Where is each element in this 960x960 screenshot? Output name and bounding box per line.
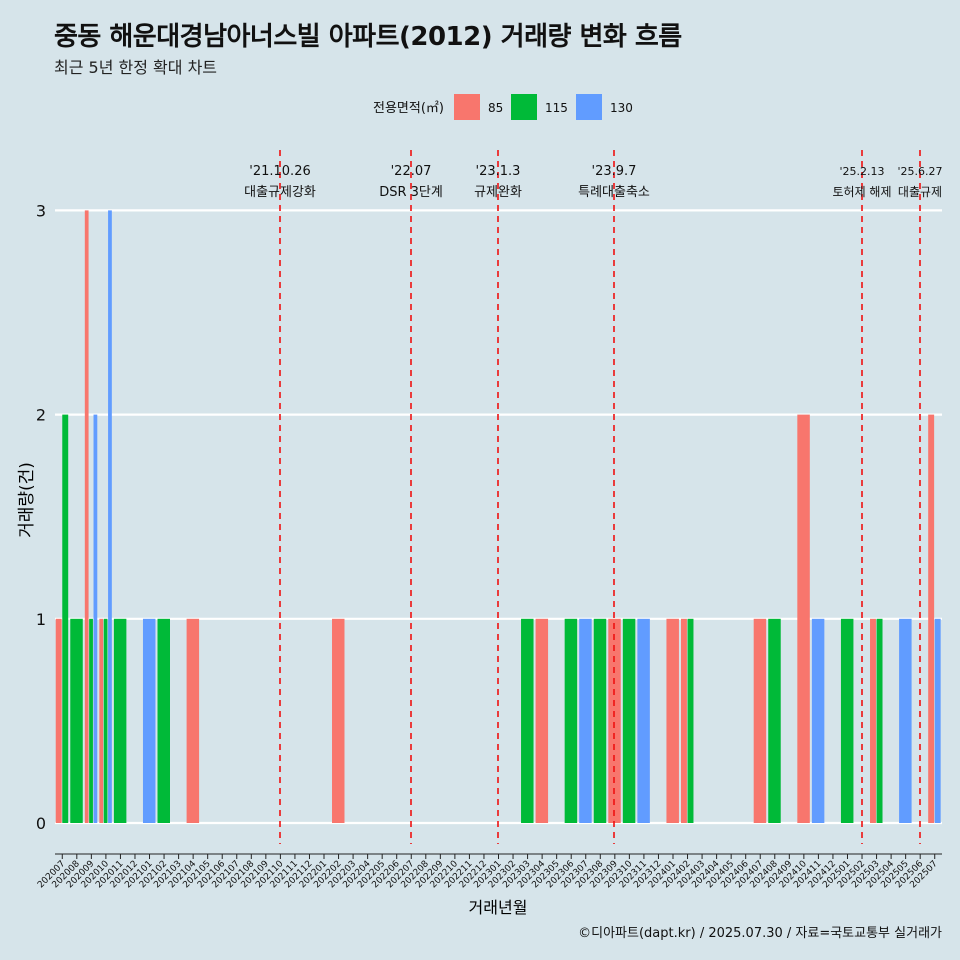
bar-115-202402 xyxy=(687,618,694,823)
bar-130-202009 xyxy=(93,414,98,823)
bar-130-202505 xyxy=(899,618,912,823)
source-caption: ©디아파트(dapt.kr) / 2025.07.30 / 자료=국토교통부 실… xyxy=(578,926,942,941)
chart-title: 중동 해운대경남아너스빌 아파트(2012) 거래량 변화 흐름 xyxy=(54,22,682,52)
bar-115-202308 xyxy=(593,618,607,823)
legend-label-130: 130 xyxy=(610,101,633,115)
bar-85-202007 xyxy=(55,618,62,823)
legend-label-115: 115 xyxy=(545,101,568,115)
y-axis-label: 거래량(건) xyxy=(17,462,37,538)
event-label: DSR 3단계 xyxy=(379,185,443,200)
y-tick-label: 1 xyxy=(36,610,46,629)
x-axis-label: 거래년월 xyxy=(469,898,528,917)
bar-115-202306 xyxy=(564,618,578,823)
bar-130-202010 xyxy=(108,210,112,823)
legend-key-85 xyxy=(454,94,480,120)
y-tick-label: 0 xyxy=(36,814,46,833)
bar-115-202503 xyxy=(876,618,883,823)
bars xyxy=(55,210,941,823)
event-markers: '21.10.26 대출규제강화 '22.07 DSR 3단계 '23.1.3 규제완화 '… xyxy=(244,150,943,844)
bar-115-202009 xyxy=(89,618,93,823)
legend: 전용면적(㎡) 85 115 130 xyxy=(373,94,633,120)
y-tick-label: 3 xyxy=(36,201,46,220)
bar-130-202311 xyxy=(637,618,650,823)
bar-115-202007 xyxy=(62,414,69,823)
bar-115-202408 xyxy=(768,618,781,823)
bar-115-202310 xyxy=(622,618,636,823)
chart-subtitle: 최근 5년 한정 확대 차트 xyxy=(54,58,218,77)
axes: 0123202007202008202009202010202011202012… xyxy=(36,201,942,890)
event-label: 대출규제 xyxy=(898,185,942,199)
bar-115-202303 xyxy=(521,618,534,823)
bar-85-202410 xyxy=(797,414,810,823)
event-date-label: '25.2.13 xyxy=(839,165,884,178)
event-label: 토허제 해제 xyxy=(832,185,891,199)
event-date-label: '23.1.3 xyxy=(476,164,521,179)
bar-85-202507 xyxy=(928,414,935,823)
bar-85-202309 xyxy=(608,618,621,823)
bar-85-202407 xyxy=(753,618,767,823)
bar-115-202008 xyxy=(70,618,83,823)
event-label: 대출규제강화 xyxy=(244,185,316,200)
event-date-label: '23.9.7 xyxy=(592,164,637,179)
bar-115-202501 xyxy=(840,618,854,823)
y-tick-label: 2 xyxy=(36,406,46,425)
bar-85-202401 xyxy=(666,618,679,823)
bar-115-202102 xyxy=(157,618,170,823)
bar-85-202202 xyxy=(332,618,345,823)
event-label: 규제완화 xyxy=(474,185,522,200)
bar-130-202101 xyxy=(142,618,156,823)
legend-key-130 xyxy=(576,94,602,120)
bar-130-202411 xyxy=(811,618,825,823)
bar-85-202104 xyxy=(186,618,200,823)
bar-85-202009 xyxy=(84,210,89,823)
bar-115-202010 xyxy=(103,618,108,823)
legend-label-85: 85 xyxy=(488,101,503,115)
bar-115-202011 xyxy=(113,618,127,823)
bar-130-202307 xyxy=(579,618,592,823)
bar-85-202010 xyxy=(99,618,104,823)
bar-130-202507 xyxy=(934,618,941,823)
event-date-label: '25.6.27 xyxy=(897,165,942,178)
bar-85-202503 xyxy=(870,618,876,823)
event-label: 특례대출축소 xyxy=(578,185,650,200)
legend-key-115 xyxy=(511,94,537,120)
event-date-label: '22.07 xyxy=(391,164,432,179)
event-date-label: '21.10.26 xyxy=(249,164,310,179)
legend-title: 전용면적(㎡) xyxy=(373,101,444,116)
bar-85-202402 xyxy=(680,618,687,823)
bar-85-202304 xyxy=(535,618,549,823)
